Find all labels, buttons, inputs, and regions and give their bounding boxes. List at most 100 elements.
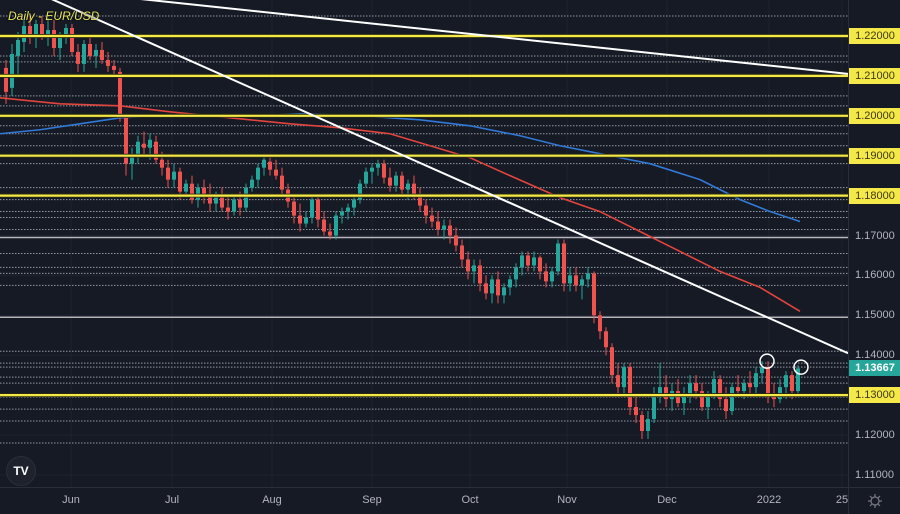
candle-bearish xyxy=(388,177,392,186)
candle-bearish xyxy=(118,71,122,116)
candle-bullish xyxy=(556,243,560,272)
candle-bullish xyxy=(646,419,650,432)
candle-bearish xyxy=(598,315,602,332)
time-tick-label: Jul xyxy=(164,494,180,506)
price-axis[interactable]: 1.22000 1.21000 1.20000 1.19000 1.18000 1.170… xyxy=(848,0,900,487)
candle-bearish xyxy=(634,407,638,416)
time-tick-label: 25 xyxy=(835,494,849,506)
candle-bullish xyxy=(754,373,758,388)
candle-bearish xyxy=(484,283,488,294)
candle-bullish xyxy=(94,49,98,56)
candle-bearish xyxy=(460,245,464,260)
candle-bearish xyxy=(724,399,728,412)
candle-bullish xyxy=(82,43,86,64)
candle-bullish xyxy=(34,24,38,38)
candle-bullish xyxy=(442,225,446,230)
candle-bullish xyxy=(232,199,236,212)
price-tick-label: 1.12000 xyxy=(855,429,895,441)
candle-bearish xyxy=(28,26,32,38)
candle-bearish xyxy=(292,201,296,216)
candle-bullish xyxy=(46,30,50,36)
candle-bearish xyxy=(322,219,326,232)
tradingview-logo-icon[interactable]: TV xyxy=(6,456,36,486)
main-downtrend-trendline xyxy=(51,0,848,355)
time-tick-label: Oct xyxy=(461,494,479,506)
price-level-badge: 1.21000 xyxy=(849,67,900,84)
candle-bullish xyxy=(508,279,512,288)
candle-bullish xyxy=(550,271,554,282)
candle-bearish xyxy=(280,175,284,190)
time-tick-label: Jun xyxy=(62,494,80,506)
candle-bearish xyxy=(166,167,170,180)
price-tick-label: 1.11000 xyxy=(855,468,894,481)
candle-bearish xyxy=(76,51,80,64)
price-tick-label: 1.14000 xyxy=(855,349,895,362)
candlestick-chart[interactable] xyxy=(0,0,848,487)
time-tick-label: 2022 xyxy=(756,494,782,506)
candle-bullish xyxy=(358,183,362,200)
candle-bullish xyxy=(214,197,218,204)
candle-bullish xyxy=(64,28,68,38)
candle-bearish xyxy=(208,195,212,204)
candle-bearish xyxy=(220,197,224,208)
candle-bearish xyxy=(454,235,458,246)
time-tick-label: Nov xyxy=(557,494,577,506)
candle-bullish xyxy=(310,199,314,218)
time-axis[interactable]: Jun Jul Aug Sep Oct Nov Dec 2022 25 xyxy=(0,487,848,514)
candle-bearish xyxy=(154,141,158,160)
candle-bullish xyxy=(130,155,134,164)
candle-bearish xyxy=(604,331,608,348)
candle-bearish xyxy=(562,243,566,284)
candle-bullish xyxy=(742,383,746,392)
candle-bullish xyxy=(58,37,62,48)
upper-long-trendline xyxy=(140,0,848,75)
candle-bullish xyxy=(658,387,662,396)
candle-bullish xyxy=(340,211,344,216)
candle-bullish xyxy=(334,215,338,236)
candle-bearish xyxy=(736,387,740,392)
candle-bearish xyxy=(88,43,92,56)
candle-bullish xyxy=(472,265,476,272)
candle-bearish xyxy=(466,259,470,272)
candle-bullish xyxy=(490,279,494,294)
logo-text: TV xyxy=(13,464,29,478)
time-tick-label: Aug xyxy=(262,494,282,506)
candle-bearish xyxy=(316,199,320,220)
current-price-badge: 1.13667 xyxy=(849,360,900,377)
candle-bearish xyxy=(694,383,698,392)
candle-bullish xyxy=(250,179,254,188)
candle-bearish xyxy=(496,279,500,296)
price-tick-label: 1.15000 xyxy=(855,309,895,322)
chart-plot-area[interactable] xyxy=(0,0,848,487)
candle-bearish xyxy=(328,231,332,236)
candle-bearish xyxy=(790,375,794,392)
candle-bullish xyxy=(580,279,584,286)
candle-bullish xyxy=(262,159,266,168)
candle-bearish xyxy=(178,171,182,192)
chart-settings-button[interactable] xyxy=(848,487,900,514)
candle-bearish xyxy=(4,67,8,92)
candle-bearish xyxy=(400,175,404,190)
candle-bullish xyxy=(682,395,686,404)
ma-200-line xyxy=(0,97,801,312)
price-tick-label: 1.16000 xyxy=(855,269,895,282)
highlight-circle xyxy=(793,359,809,375)
candle-bullish xyxy=(172,171,176,180)
candle-bearish xyxy=(124,115,128,164)
candle-bearish xyxy=(226,207,230,212)
candle-bearish xyxy=(478,265,482,284)
candle-bullish xyxy=(760,367,764,374)
candle-bearish xyxy=(628,367,632,408)
candle-bullish xyxy=(730,387,734,412)
candle-bearish xyxy=(202,187,206,196)
candle-bearish xyxy=(274,169,278,176)
candle-bullish xyxy=(16,39,20,56)
price-level-badge: 1.20000 xyxy=(849,107,900,124)
candle-bullish xyxy=(352,199,356,208)
candle-bullish xyxy=(568,275,572,284)
candle-bullish xyxy=(256,167,260,180)
candle-bullish xyxy=(532,257,536,266)
candle-bullish xyxy=(688,383,692,396)
candle-bearish xyxy=(52,30,56,48)
